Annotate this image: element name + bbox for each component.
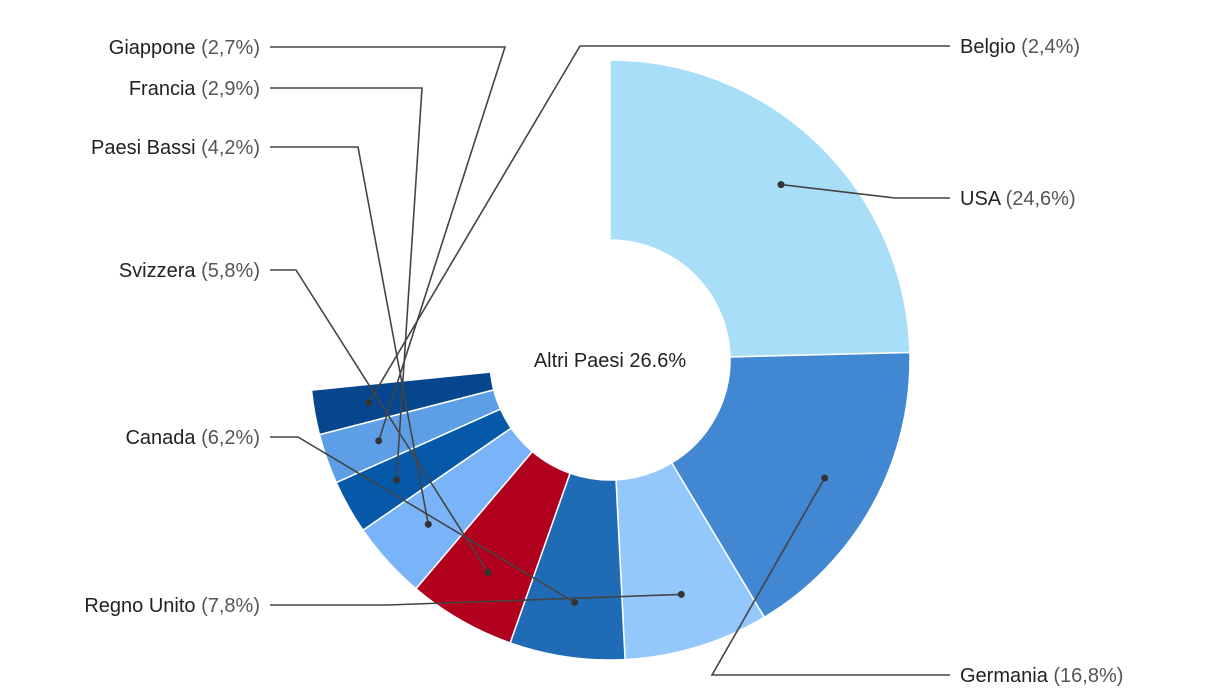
label-name-usa: USA bbox=[960, 188, 1006, 210]
donut-hole bbox=[490, 240, 730, 480]
data-label-regno-unito: Regno Unito (7,8%) bbox=[84, 595, 260, 617]
label-percent-paesi-bassi: (4,2%) bbox=[201, 137, 260, 159]
leader-line-paesi-bassi bbox=[270, 146, 430, 525]
label-name-germania: Germania bbox=[960, 665, 1053, 687]
label-percent-usa: (24,6%) bbox=[1006, 188, 1076, 210]
data-label-paesi-bassi: Paesi Bassi (4,2%) bbox=[91, 137, 260, 159]
label-percent-regno-unito: (7,8%) bbox=[201, 595, 260, 617]
label-name-belgio: Belgio bbox=[960, 36, 1021, 58]
leader-line-francia bbox=[270, 87, 423, 481]
leader-line-usa bbox=[780, 183, 950, 199]
label-name-canada: Canada bbox=[125, 427, 201, 449]
leader-dot-canada bbox=[571, 598, 579, 606]
label-name-giappone: Giappone bbox=[109, 37, 201, 59]
data-label-belgio: Belgio (2,4%) bbox=[960, 36, 1080, 58]
label-name-francia: Francia bbox=[129, 78, 201, 100]
label-name-svizzera: Svizzera bbox=[119, 260, 201, 282]
labels-group: USA (24,6%) Germania (16,8%) Regno Unito (… bbox=[84, 36, 1123, 687]
leader-line-giappone bbox=[270, 46, 507, 442]
data-label-usa: USA (24,6%) bbox=[960, 188, 1076, 210]
label-percent-belgio: (2,4%) bbox=[1021, 36, 1080, 58]
leader-line-svizzera bbox=[270, 269, 489, 573]
label-percent-canada: (6,2%) bbox=[201, 427, 260, 449]
leader-dot-svizzera bbox=[484, 568, 492, 576]
center-label: Altri Paesi 26.6% bbox=[534, 350, 687, 372]
leader-dot-regno-unito bbox=[677, 590, 685, 598]
data-label-canada: Canada (6,2%) bbox=[125, 427, 260, 449]
leader-dot-germania bbox=[821, 474, 829, 482]
data-label-svizzera: Svizzera (5,8%) bbox=[119, 260, 260, 282]
leader-line-belgio bbox=[368, 45, 950, 404]
leader-dot-francia bbox=[392, 476, 400, 484]
leader-dot-usa bbox=[777, 181, 785, 189]
label-percent-francia: (2,9%) bbox=[201, 78, 260, 100]
leader-dot-giappone bbox=[375, 437, 383, 445]
leader-dot-paesi-bassi bbox=[424, 520, 432, 528]
data-label-germania: Germania (16,8%) bbox=[960, 665, 1123, 687]
label-name-paesi-bassi: Paesi Bassi bbox=[91, 137, 201, 159]
label-percent-svizzera: (5,8%) bbox=[201, 260, 260, 282]
leader-dot-belgio bbox=[365, 399, 373, 407]
label-name-regno-unito: Regno Unito bbox=[84, 595, 201, 617]
data-label-giappone: Giappone (2,7%) bbox=[109, 37, 260, 59]
label-percent-giappone: (2,7%) bbox=[201, 37, 260, 59]
leader-line-canada bbox=[270, 436, 576, 604]
leader-line-germania bbox=[710, 477, 950, 676]
data-label-francia: Francia (2,9%) bbox=[129, 78, 260, 100]
label-percent-germania: (16,8%) bbox=[1053, 665, 1123, 687]
leader-line-regno-unito bbox=[270, 593, 682, 606]
